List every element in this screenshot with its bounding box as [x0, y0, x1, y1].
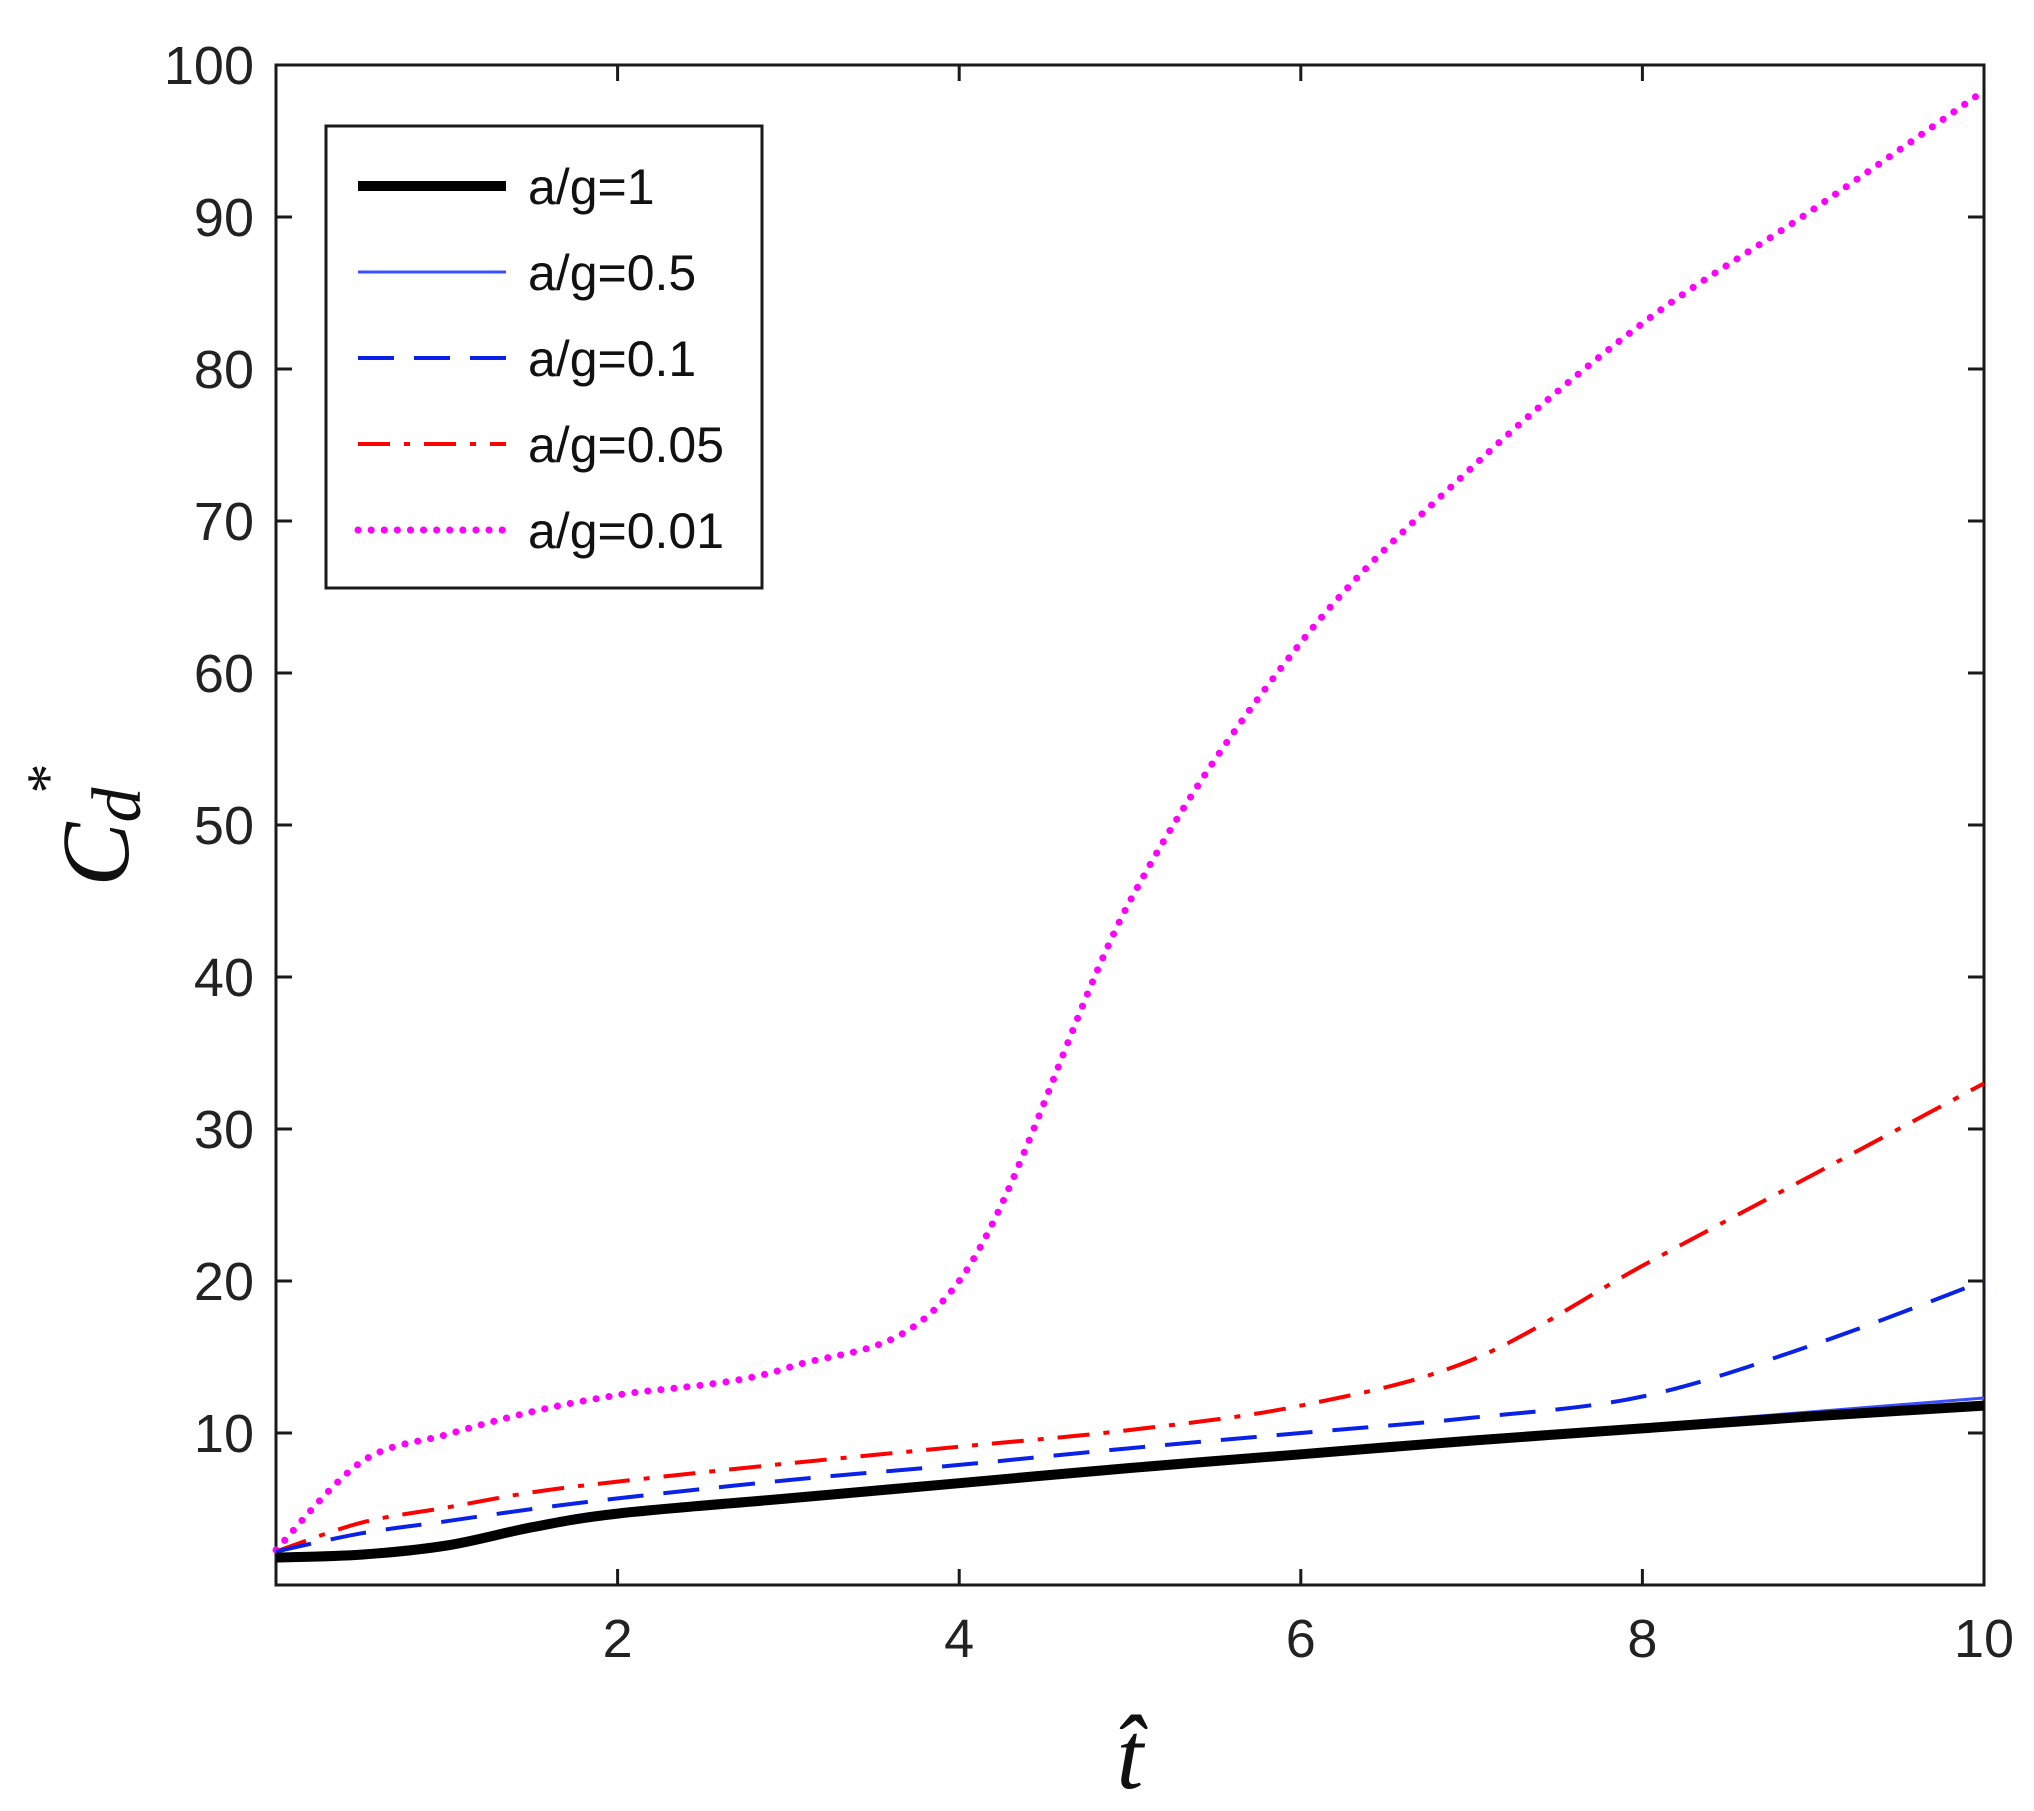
- y-tick-label: 90: [194, 188, 254, 248]
- x-tick-label: 4: [944, 1609, 974, 1669]
- y-tick-label: 80: [194, 340, 254, 400]
- y-tick-label: 40: [194, 948, 254, 1008]
- x-tick-label: 6: [1286, 1609, 1316, 1669]
- y-tick-label: 10: [194, 1404, 254, 1464]
- x-tick-label: 10: [1954, 1609, 2014, 1669]
- legend-label-4: a/g=0.01: [528, 503, 724, 559]
- series-line-4: [272, 87, 1988, 1554]
- y-tick-label: 60: [194, 644, 254, 704]
- y-tick-label: 30: [194, 1100, 254, 1160]
- legend-box: [324, 124, 764, 590]
- x-tick-label: 2: [603, 1609, 633, 1669]
- x-axis-title: t̂: [1117, 1702, 1148, 1809]
- y-axis-title-sub: d: [79, 786, 156, 822]
- series-line-3: [275, 1081, 1985, 1554]
- y-tick-label: 100: [164, 36, 254, 96]
- series-layer: [272, 87, 1988, 1563]
- y-axis-title-sup: *: [15, 763, 81, 793]
- legend-label-1: a/g=0.5: [528, 245, 696, 301]
- y-tick-label: 20: [194, 1252, 254, 1312]
- y-axis-title-base: C: [42, 822, 149, 887]
- y-tick-label: 50: [194, 796, 254, 856]
- axis-ticks: 2 4 6 8 10 10 20 30 40 50 60 70 80 90 100: [164, 36, 2014, 1669]
- legend-label-3: a/g=0.05: [528, 417, 724, 473]
- legend: a/g=1 a/g=0.5 a/g=0.1 a/g=0.05 a/g=0.01: [324, 124, 764, 590]
- y-tick-label: 70: [194, 492, 254, 552]
- svg-text:Cd*: Cd*: [15, 763, 156, 886]
- x-tick-label: 8: [1627, 1609, 1657, 1669]
- legend-label-0: a/g=1: [528, 159, 655, 215]
- y-axis-title: Cd*: [15, 763, 156, 886]
- legend-label-2: a/g=0.1: [528, 331, 696, 387]
- series-line-0: [275, 1400, 1985, 1563]
